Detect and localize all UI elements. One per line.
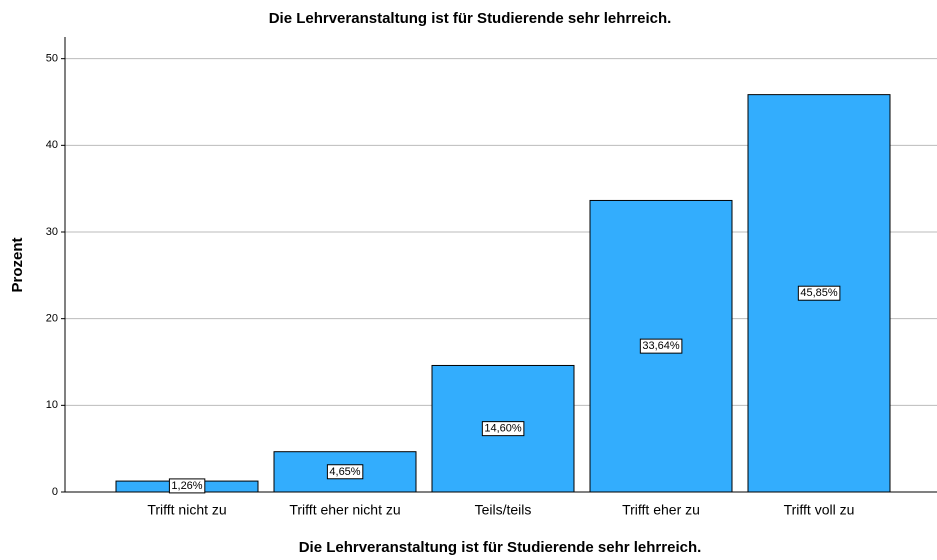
y-tick-label: 20	[46, 313, 58, 325]
value-label-box	[326, 464, 364, 480]
value-label-box	[168, 478, 206, 494]
y-tick-label: 10	[46, 399, 58, 411]
value-label-box	[797, 285, 841, 301]
value-label: 45,85%	[800, 287, 838, 299]
x-tick-label: Trifft voll zu	[784, 502, 855, 518]
y-tick-label: 30	[46, 226, 58, 238]
value-label: 14,60%	[484, 423, 522, 435]
x-tick-label: Trifft nicht zu	[147, 502, 226, 518]
value-label-box	[639, 338, 683, 354]
x-tick-label: Teils/teils	[475, 502, 532, 518]
y-axis-title: Prozent	[9, 237, 26, 292]
y-tick-label: 40	[46, 139, 58, 151]
y-tick-label: 50	[46, 53, 58, 65]
value-label: 1,26%	[171, 480, 202, 492]
x-tick-label: Trifft eher nicht zu	[289, 502, 400, 518]
value-label-box	[481, 421, 525, 437]
x-tick-label: Trifft eher zu	[622, 502, 700, 518]
x-axis-title: Die Lehrveranstaltung ist für Studierend…	[299, 539, 702, 556]
y-tick-label: 0	[52, 486, 58, 498]
value-label: 33,64%	[642, 340, 680, 352]
chart-title: Die Lehrveranstaltung ist für Studierend…	[269, 10, 672, 27]
value-label: 4,65%	[329, 466, 360, 478]
